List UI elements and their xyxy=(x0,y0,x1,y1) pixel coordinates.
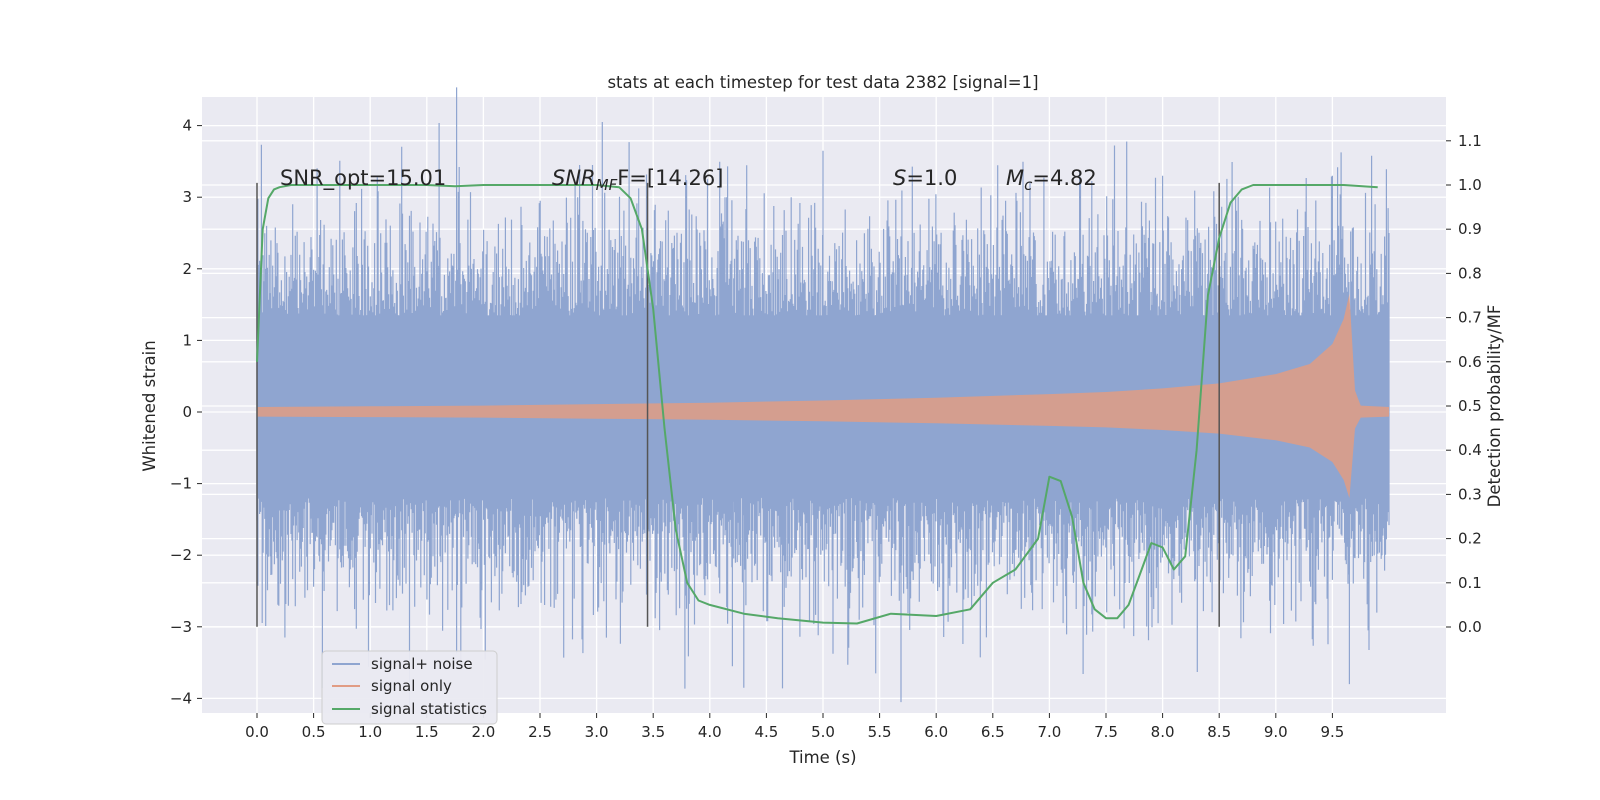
x-tick-label: 8.0 xyxy=(1151,723,1175,741)
vertical-markers xyxy=(256,182,1220,627)
y2-tick-label: 0.7 xyxy=(1458,309,1482,327)
y-tick-label: −3 xyxy=(170,618,192,636)
s-main: S xyxy=(893,166,906,190)
annotations: SNR_opt=15.01 SNRMFF=[14.26] S=1.0 Mc=4.… xyxy=(280,166,1097,194)
x-tick-label: 9.0 xyxy=(1264,723,1288,741)
legend: signal+ noise signal only signal statist… xyxy=(321,650,498,725)
mc-tail: =4.82 xyxy=(1032,166,1096,190)
x-tick-label: 9.5 xyxy=(1320,723,1344,741)
y2-tick-label: 0.2 xyxy=(1458,530,1482,548)
series-signal-only xyxy=(257,293,1389,499)
x-tick-label: 1.0 xyxy=(358,723,382,741)
x-tick-label: 6.5 xyxy=(981,723,1005,741)
x-tick-label: 4.0 xyxy=(698,723,722,741)
y2-tick-label: 0.3 xyxy=(1458,485,1482,503)
y-tick-label: 0 xyxy=(182,403,192,421)
y2-tick-label: 0.6 xyxy=(1458,353,1482,371)
y2-tick-label: 0.5 xyxy=(1458,397,1482,415)
y-tick-label: 1 xyxy=(182,331,192,349)
series-signal-statistics xyxy=(256,184,1378,625)
chart-title: stats at each timestep for test data 238… xyxy=(607,73,1038,92)
annotation-snr-opt: SNR_opt=15.01 xyxy=(280,166,446,191)
snr-mf-subscript: MF xyxy=(596,176,618,194)
snr-mf-tail: F=[14.26] xyxy=(617,166,723,190)
x-tick-label: 6.0 xyxy=(924,723,948,741)
mc-subscript: c xyxy=(1024,176,1033,194)
mc-main: M xyxy=(1006,166,1024,190)
x-tick-label: 8.5 xyxy=(1207,723,1231,741)
x-tick-label: 5.5 xyxy=(868,723,892,741)
legend-box xyxy=(321,650,498,725)
y2-tick-label: 0.1 xyxy=(1458,574,1482,592)
legend-label-signal-plus-noise: signal+ noise xyxy=(371,655,473,673)
legend-label-signal-only: signal only xyxy=(371,677,452,695)
y-tick-label: −4 xyxy=(170,689,192,707)
x-tick-label: 4.5 xyxy=(754,723,778,741)
y2-tick-label: 0.0 xyxy=(1458,618,1482,636)
x-tick-label: 0.5 xyxy=(302,723,326,741)
y2-axis-ticks: 1.1 1.0 0.9 0.8 0.7 0.6 0.5 0.4 0.3 0.2 0.1 0.0 xyxy=(1446,132,1482,636)
y2-axis-label: Detection probability/MF xyxy=(1485,305,1504,508)
x-tick-label: 0.0 xyxy=(245,723,269,741)
x-axis-label: Time (s) xyxy=(788,748,856,767)
y2-tick-label: 0.8 xyxy=(1458,264,1482,282)
x-tick-label: 3.0 xyxy=(585,723,609,741)
y-tick-label: 3 xyxy=(182,188,192,206)
annotation-snr-mf: SNRMFF=[14.26] xyxy=(552,166,723,194)
y-axis-label: Whitened strain xyxy=(140,340,159,471)
x-tick-label: 7.0 xyxy=(1037,723,1061,741)
x-axis-ticks: 0.0 0.5 1.0 1.5 2.0 2.5 3.0 3.5 4.0 4.5 5.0 5.5 6.0 6… xyxy=(245,713,1344,741)
annotation-s: S=1.0 xyxy=(893,166,957,190)
y-tick-label: 2 xyxy=(182,260,192,278)
x-tick-label: 2.0 xyxy=(471,723,495,741)
legend-label-signal-statistics: signal statistics xyxy=(371,700,487,718)
x-tick-label: 1.5 xyxy=(415,723,439,741)
snr-mf-main: SNR xyxy=(552,166,596,190)
x-tick-label: 7.5 xyxy=(1094,723,1118,741)
signal-statistics-line xyxy=(256,184,1378,625)
annotation-mc: Mc=4.82 xyxy=(1006,166,1097,194)
s-tail: =1.0 xyxy=(906,166,957,190)
y-tick-label: 4 xyxy=(182,117,192,135)
y2-tick-label: 1.0 xyxy=(1458,176,1482,194)
y-axis-ticks: 4 3 2 1 0 −1 −2 −3 −4 xyxy=(170,117,202,707)
x-tick-label: 3.5 xyxy=(641,723,665,741)
y2-tick-label: 0.9 xyxy=(1458,220,1482,238)
y-tick-label: −2 xyxy=(170,546,192,564)
x-tick-label: 2.5 xyxy=(528,723,552,741)
y-tick-label: −1 xyxy=(170,475,192,493)
x-tick-label: 5.0 xyxy=(811,723,835,741)
y2-tick-label: 1.1 xyxy=(1458,132,1482,150)
y2-tick-label: 0.4 xyxy=(1458,441,1482,459)
signal-only-envelope xyxy=(257,293,1389,499)
